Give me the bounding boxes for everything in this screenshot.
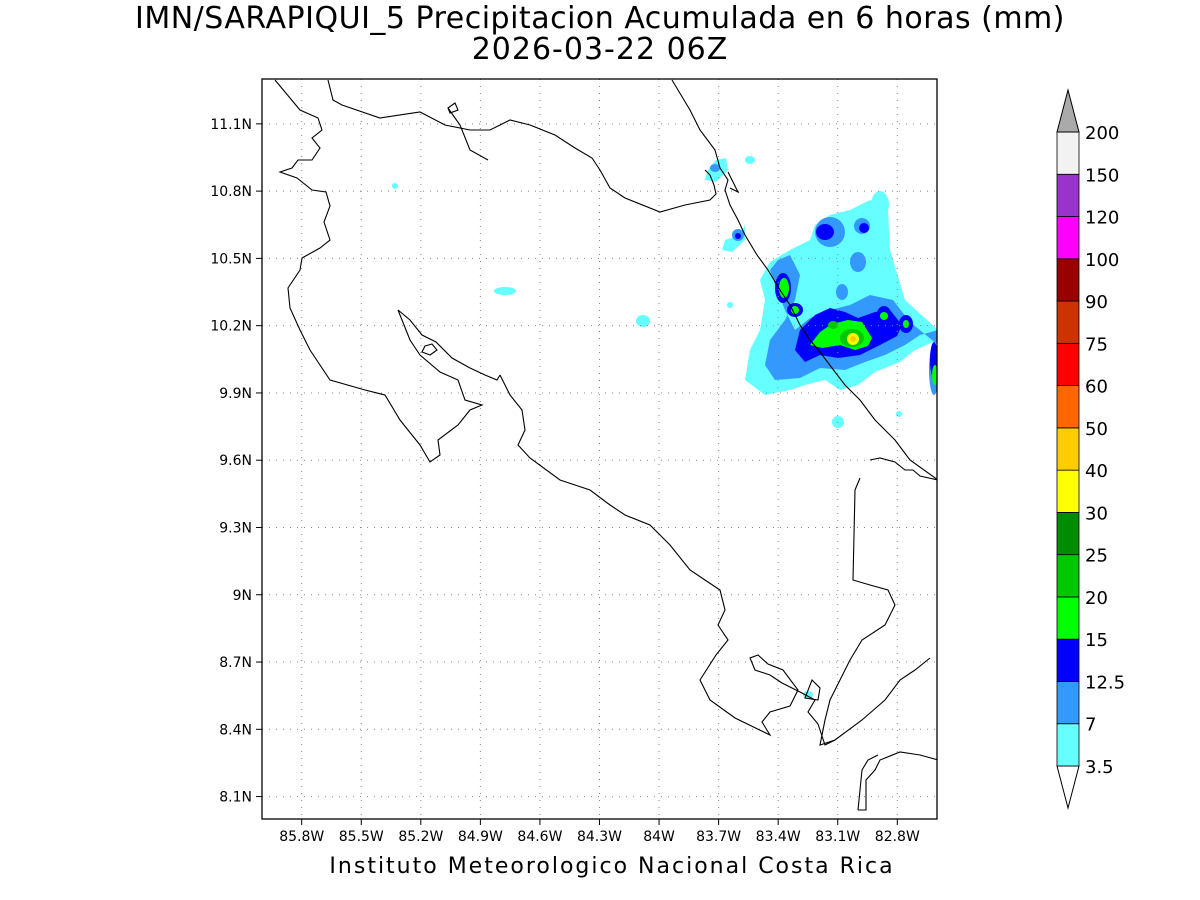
legend-label: 150 <box>1085 165 1119 186</box>
legend-color-box <box>1056 131 1080 175</box>
legend-label: 90 <box>1085 292 1108 313</box>
legend-lower-triangle <box>1056 765 1080 810</box>
map-subtitle: 2026-03-22 06Z <box>471 32 729 67</box>
legend-color-box <box>1056 681 1080 725</box>
legend-label: 200 <box>1085 123 1119 144</box>
lon-tick-label: 82.8W <box>875 829 920 845</box>
legend-color-box <box>1056 385 1080 429</box>
legend-color-box <box>1056 554 1080 598</box>
lat-tick-label: 10.8N <box>210 184 252 200</box>
precipitation-field <box>392 156 937 699</box>
legend-label: 12.5 <box>1085 672 1125 693</box>
lat-tick-label: 9.6N <box>219 453 252 469</box>
legend-color-box <box>1056 512 1080 556</box>
lon-tick-label: 83.7W <box>696 829 741 845</box>
lon-tick-label: 85.8W <box>279 829 324 845</box>
legend-label: 50 <box>1085 419 1108 440</box>
legend-color-box <box>1056 723 1080 767</box>
legend-label: 25 <box>1085 546 1108 567</box>
legend-label: 60 <box>1085 377 1108 398</box>
legend-color-box <box>1056 216 1080 260</box>
map-title: IMN/SARAPIQUI_5 Precipitacion Acumulada … <box>135 1 1065 36</box>
lon-tick-label: 84.3W <box>577 829 622 845</box>
legend-color-box <box>1056 258 1080 302</box>
legend-label: 7 <box>1085 715 1096 736</box>
legend-color-box <box>1056 469 1080 513</box>
coastline <box>274 79 937 811</box>
lat-tick-label: 8.1N <box>219 790 252 806</box>
grid-lines <box>262 79 937 819</box>
legend-label: 40 <box>1085 461 1108 482</box>
legend-color-box <box>1056 427 1080 471</box>
lon-tick-label: 84W <box>643 829 675 845</box>
legend-label: 3.5 <box>1085 757 1114 778</box>
latitude-tick-labels: 11.1N 10.8N 10.5N 10.2N 9.9N 9.6N 9.3N 9N 8.7N 8.… <box>210 117 262 806</box>
legend-color-box <box>1056 638 1080 682</box>
institution-credit: Instituto Meteorologico Nacional Costa R… <box>329 854 895 879</box>
longitude-tick-labels: 85.8W 85.5W 85.2W 84.9W 84.6W 84.3W 84W 83.7W 83… <box>279 819 920 845</box>
legend-upper-triangle <box>1056 88 1080 133</box>
legend-color-box <box>1056 173 1080 217</box>
legend-color-box <box>1056 300 1080 344</box>
lat-tick-label: 8.4N <box>219 722 252 738</box>
legend-label: 120 <box>1085 208 1119 229</box>
lon-tick-label: 83.4W <box>756 829 801 845</box>
legend-label: 30 <box>1085 503 1108 524</box>
lat-tick-label: 10.5N <box>210 251 252 267</box>
legend-color-box <box>1056 596 1080 640</box>
lon-tick-label: 85.2W <box>398 829 443 845</box>
lat-tick-label: 11.1N <box>210 117 252 133</box>
legend-color-box <box>1056 342 1080 387</box>
lat-tick-label: 10.2N <box>210 319 252 335</box>
precip-orange-40 <box>850 336 856 342</box>
lat-tick-label: 9.3N <box>219 520 252 536</box>
lat-tick-label: 9N <box>233 588 252 604</box>
lat-tick-label: 8.7N <box>219 655 252 671</box>
lat-tick-label: 9.9N <box>219 386 252 402</box>
legend-label: 100 <box>1085 250 1119 271</box>
lon-tick-label: 84.9W <box>458 829 503 845</box>
legend-label: 20 <box>1085 588 1108 609</box>
lon-tick-label: 84.6W <box>517 829 562 845</box>
lon-tick-label: 83.1W <box>815 829 860 845</box>
legend-label: 75 <box>1085 334 1108 355</box>
legend-label: 15 <box>1085 630 1108 651</box>
lon-tick-label: 85.5W <box>339 829 384 845</box>
